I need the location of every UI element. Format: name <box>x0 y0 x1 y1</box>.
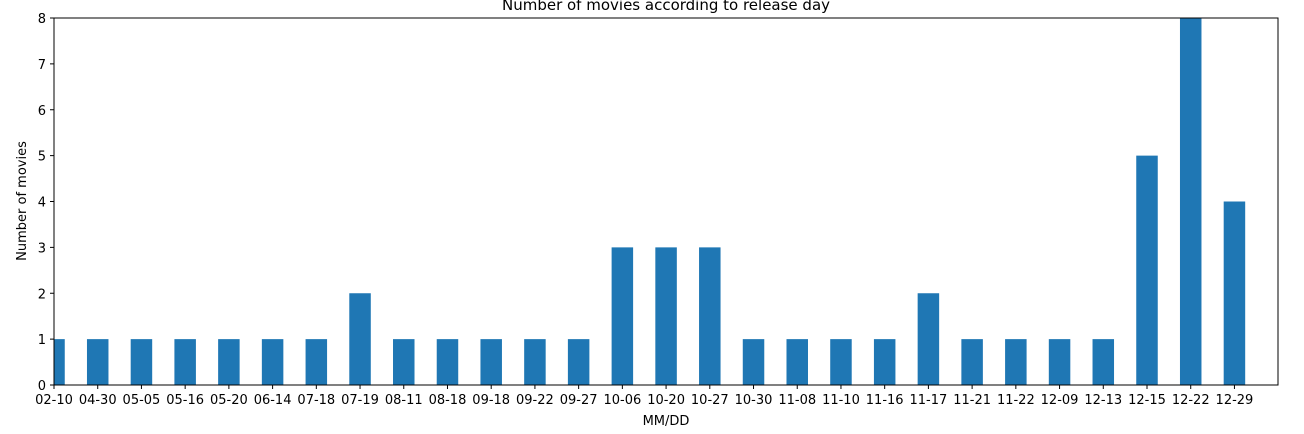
y-tick-label: 6 <box>38 104 46 119</box>
bar-11-17 <box>917 293 940 385</box>
x-tick-label: 04-30 <box>79 393 117 408</box>
y-tick-label: 4 <box>38 196 46 211</box>
bar-12-09 <box>1048 339 1071 385</box>
bar-07-19 <box>349 293 371 385</box>
x-axis-ticks: 02-10 04-30 05-05 05-16 05-20 06-14 07-18 07-19… <box>35 385 1253 408</box>
x-tick-label: 11-08 <box>778 393 816 408</box>
x-tick-label: 12-09 <box>1041 393 1079 408</box>
bar-10-30 <box>742 339 765 385</box>
x-tick-label: 05-05 <box>123 393 161 408</box>
x-tick-label: 12-29 <box>1216 393 1254 408</box>
x-tick-label: 10-06 <box>603 393 641 408</box>
x-tick-label: 12-22 <box>1172 393 1210 408</box>
bar-12-29 <box>1223 201 1246 385</box>
bar-08-11 <box>393 339 415 385</box>
bar-05-20 <box>218 339 240 385</box>
y-tick-label: 0 <box>38 379 46 394</box>
x-tick-label: 12-15 <box>1128 393 1166 408</box>
y-tick-label: 2 <box>38 287 46 302</box>
y-tick-label: 3 <box>38 241 46 256</box>
x-tick-label: 08-18 <box>429 393 467 408</box>
x-tick-label: 07-18 <box>297 393 335 408</box>
x-tick-label: 02-10 <box>35 393 73 408</box>
y-tick-label: 1 <box>38 333 46 348</box>
x-tick-label: 08-11 <box>385 393 423 408</box>
bar-02-10 <box>54 339 65 385</box>
x-tick-label: 05-16 <box>166 393 204 408</box>
bar-05-05 <box>130 339 153 385</box>
x-tick-label: 11-21 <box>953 393 991 408</box>
bar-09-22 <box>524 339 546 385</box>
bar-07-18 <box>305 339 328 385</box>
y-tick-label: 7 <box>38 58 46 73</box>
bar-12-22 <box>1179 18 1202 385</box>
y-axis-label: Number of movies <box>15 141 30 261</box>
x-tick-label: 10-27 <box>691 393 729 408</box>
bar-09-27 <box>567 339 590 385</box>
bars-group <box>54 18 1246 385</box>
bar-10-20 <box>655 247 677 385</box>
x-tick-label: 11-17 <box>910 393 948 408</box>
bar-06-14 <box>261 339 284 385</box>
y-tick-label: 8 <box>38 12 46 27</box>
x-tick-label: 12-13 <box>1084 393 1122 408</box>
x-tick-label: 06-14 <box>254 393 292 408</box>
x-tick-label: 05-20 <box>210 393 248 408</box>
bar-12-13 <box>1092 339 1115 385</box>
bar-05-16 <box>174 339 196 385</box>
bar-11-08 <box>786 339 808 385</box>
x-tick-label: 10-20 <box>647 393 685 408</box>
bar-10-27 <box>699 247 721 385</box>
bar-11-22 <box>1005 339 1027 385</box>
x-tick-label: 11-10 <box>822 393 860 408</box>
y-axis-ticks: 0 1 2 3 4 5 6 7 8 <box>38 12 54 394</box>
x-tick-label: 09-22 <box>516 393 554 408</box>
chart-title: Number of movies according to release da… <box>502 0 830 14</box>
plot-area-frame <box>53 17 1279 386</box>
x-tick-label: 07-19 <box>341 393 379 408</box>
bar-04-30 <box>86 339 109 385</box>
bar-08-18 <box>436 339 459 385</box>
x-tick-label: 11-22 <box>997 393 1035 408</box>
bar-11-21 <box>961 339 983 385</box>
bar-09-18 <box>480 339 502 385</box>
y-tick-label: 5 <box>38 150 46 165</box>
x-tick-label: 09-18 <box>472 393 510 408</box>
bar-11-10 <box>830 339 852 385</box>
x-tick-label: 11-16 <box>866 393 904 408</box>
x-tick-label: 10-30 <box>735 393 773 408</box>
x-tick-label: 09-27 <box>560 393 598 408</box>
bar-11-16 <box>873 339 896 385</box>
bar-12-15 <box>1136 155 1158 385</box>
x-axis-label: MM/DD <box>643 414 690 429</box>
bar-10-06 <box>611 247 634 385</box>
